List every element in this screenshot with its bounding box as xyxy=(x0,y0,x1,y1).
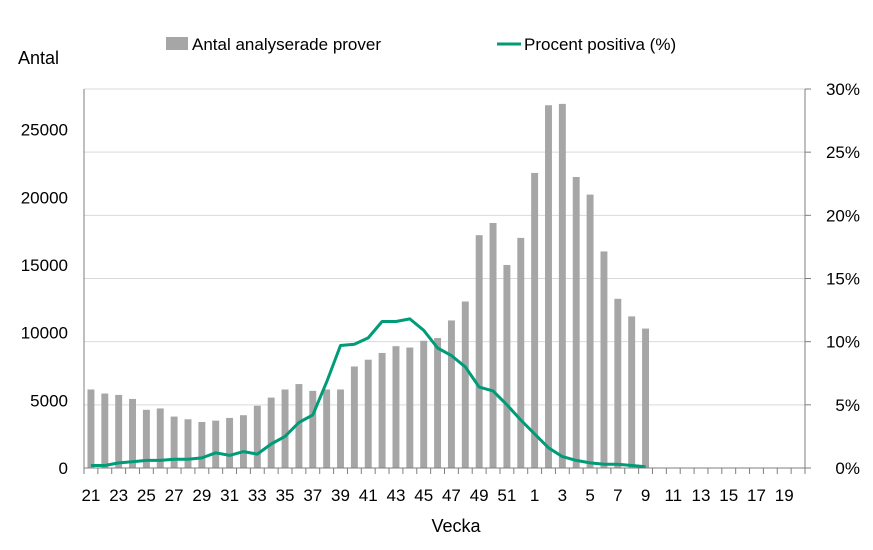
x-tick-label: 35 xyxy=(276,486,295,505)
x-axis-title: Vecka xyxy=(431,516,481,536)
x-tick-label: 51 xyxy=(497,486,516,505)
x-tick-label: 47 xyxy=(442,486,461,505)
x-tick-label: 33 xyxy=(248,486,267,505)
bar-week-33 xyxy=(253,405,261,468)
line-procent-positiva xyxy=(90,317,646,469)
bar-week-48 xyxy=(461,301,469,468)
x-tick-label: 15 xyxy=(719,486,738,505)
x-tick-label: 39 xyxy=(331,486,350,505)
y-right-tick-label: 10% xyxy=(826,333,860,352)
bar-week-26 xyxy=(156,408,164,468)
y-right-tick-label: 5% xyxy=(835,396,860,415)
bar-week-31 xyxy=(226,417,234,468)
bar-series xyxy=(87,103,650,469)
x-tick-label: 23 xyxy=(109,486,128,505)
x-tick-label: 11 xyxy=(664,486,682,505)
x-tick-label: 13 xyxy=(692,486,711,505)
bar-week-23 xyxy=(115,394,123,468)
y-right-tick-label: 20% xyxy=(826,206,860,225)
bar-week-7 xyxy=(614,298,622,468)
bar-week-32 xyxy=(239,415,247,468)
y-left-tick-label: 15000 xyxy=(21,256,68,275)
bar-week-25 xyxy=(142,409,150,468)
bar-week-29 xyxy=(198,421,206,468)
bar-week-5 xyxy=(586,194,594,469)
axes xyxy=(83,88,811,474)
bar-week-49 xyxy=(475,235,483,468)
x-tick-label: 1 xyxy=(530,486,539,505)
x-tick-label: 41 xyxy=(359,486,378,505)
x-tick-label: 45 xyxy=(414,486,433,505)
y-right-tick-label: 0% xyxy=(835,459,860,478)
x-tick-label: 49 xyxy=(470,486,489,505)
y-left-tick-label: 5000 xyxy=(30,391,68,410)
bar-week-41 xyxy=(364,359,372,468)
x-tick-label: 19 xyxy=(775,486,794,505)
y-right-tick-label: 25% xyxy=(826,143,860,162)
bar-week-30 xyxy=(212,420,220,468)
x-tick-label: 37 xyxy=(303,486,322,505)
x-tick-label: 7 xyxy=(613,486,622,505)
bar-week-42 xyxy=(378,352,386,468)
bar-week-24 xyxy=(129,398,136,468)
x-tick-label: 9 xyxy=(641,486,650,505)
bar-week-36 xyxy=(295,384,303,468)
bar-week-38 xyxy=(323,389,331,468)
legend-label-line: Procent positiva (%) xyxy=(524,35,676,54)
gridlines xyxy=(84,88,805,406)
y-right-tick-label: 30% xyxy=(826,80,860,99)
bar-week-43 xyxy=(392,346,400,468)
bar-week-44 xyxy=(406,347,414,468)
bar-week-40 xyxy=(350,366,358,468)
x-tick-label: 43 xyxy=(387,486,406,505)
y-right-tick-label: 15% xyxy=(826,270,860,289)
y-left-tick-label: 20000 xyxy=(21,188,68,207)
bar-week-46 xyxy=(434,338,442,468)
bar-week-1 xyxy=(531,172,539,468)
y-left-tick-label: 10000 xyxy=(21,324,68,343)
legend-swatch-bars xyxy=(166,37,188,50)
bar-week-21 xyxy=(87,389,95,468)
bar-week-22 xyxy=(101,393,109,468)
bar-week-52 xyxy=(517,237,525,468)
bar-week-8 xyxy=(628,316,636,468)
bar-week-35 xyxy=(281,389,289,468)
x-tick-label: 21 xyxy=(81,486,100,505)
bar-week-47 xyxy=(447,320,455,468)
y-axis-left-title: Antal xyxy=(18,48,59,68)
line-series xyxy=(90,317,646,469)
bar-week-50 xyxy=(489,223,497,468)
x-tick-label: 27 xyxy=(165,486,184,505)
bar-week-2 xyxy=(545,105,552,468)
x-tick-label: 5 xyxy=(585,486,594,505)
y-left-tick-label: 25000 xyxy=(21,121,68,140)
bar-week-28 xyxy=(184,419,192,468)
bar-week-3 xyxy=(558,103,566,468)
bar-week-9 xyxy=(642,328,650,468)
bar-week-27 xyxy=(170,416,178,468)
x-tick-label: 3 xyxy=(558,486,567,505)
legend-label-bars: Antal analyserade prover xyxy=(192,35,381,54)
bar-week-51 xyxy=(503,264,511,468)
bar-week-4 xyxy=(572,176,580,468)
tick-labels: 0 5000 10000 15000 20000 25000 0% 5% 10% 15% 20% 25… xyxy=(21,80,860,505)
x-tick-label: 17 xyxy=(747,486,766,505)
bar-week-39 xyxy=(337,389,344,468)
x-tick-label: 29 xyxy=(192,486,211,505)
y-left-tick-label: 0 xyxy=(59,459,68,478)
bar-week-34 xyxy=(267,397,275,468)
bar-week-37 xyxy=(309,390,317,468)
x-tick-label: 31 xyxy=(220,486,239,505)
bar-week-45 xyxy=(420,340,428,468)
legend: Antal analyserade prover Procent positiv… xyxy=(166,35,676,54)
x-tick-label: 25 xyxy=(137,486,156,505)
bar-week-6 xyxy=(600,251,608,468)
